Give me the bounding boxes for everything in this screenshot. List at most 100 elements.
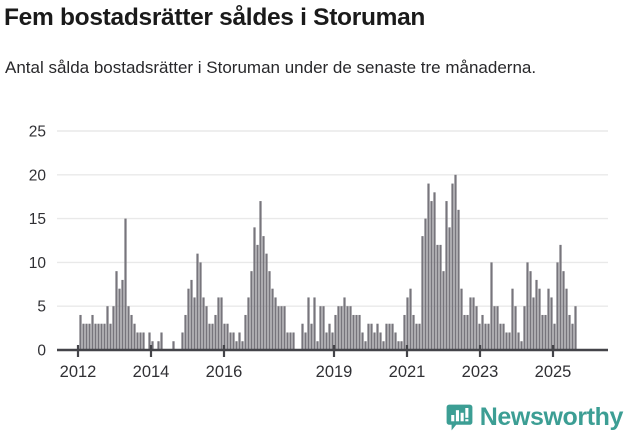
bar [343, 297, 346, 350]
page-title: Fem bostadsrätter såldes i Storuman [4, 4, 426, 31]
bar [202, 297, 205, 350]
bar [160, 332, 163, 350]
bar [220, 297, 223, 350]
bar [280, 306, 283, 350]
bar [427, 183, 430, 350]
bar [457, 209, 460, 350]
bar [268, 271, 271, 350]
y-axis-tick-label: 15 [29, 211, 46, 228]
bar-chart: 0 5 10 15 20 25 2012 2014 2016 2019 2021 2023 2025 [0, 118, 631, 380]
bar [436, 244, 439, 350]
bar [334, 314, 337, 350]
bar [241, 341, 244, 350]
bar [121, 279, 124, 350]
bar [385, 323, 388, 350]
bar [94, 323, 97, 350]
bar [181, 332, 184, 350]
bar [472, 297, 475, 350]
bar [253, 227, 256, 350]
bar [244, 314, 247, 350]
bar [502, 323, 505, 350]
bar [139, 332, 142, 350]
bar [442, 271, 445, 350]
x-axis-tick-label: 2025 [535, 363, 572, 380]
bar [406, 297, 409, 350]
bar [562, 271, 565, 350]
bar [109, 323, 112, 350]
bar [82, 323, 85, 350]
bar [211, 323, 214, 350]
bar [391, 323, 394, 350]
x-axis-tick-label: 2023 [462, 363, 499, 380]
bar [226, 323, 229, 350]
bar [559, 244, 562, 350]
bar [262, 236, 265, 350]
bar [478, 323, 481, 350]
bar [424, 218, 427, 350]
bar [466, 314, 469, 350]
bar [328, 323, 331, 350]
bar [250, 271, 253, 350]
bar [451, 183, 454, 350]
bar [541, 314, 544, 350]
bar [448, 227, 451, 350]
bar [460, 288, 463, 350]
bars-group [79, 174, 577, 350]
bar [103, 323, 106, 350]
bar [475, 306, 478, 350]
bar [118, 288, 121, 350]
bar [499, 323, 502, 350]
bar [511, 288, 514, 350]
y-axis-tick-label: 0 [37, 343, 46, 360]
y-axis-tick-label: 5 [37, 299, 46, 316]
bar [229, 332, 232, 350]
bar [247, 297, 250, 350]
bar [190, 279, 193, 350]
bar [187, 288, 190, 350]
bar [265, 253, 268, 350]
bar [124, 218, 127, 350]
y-axis-tick-label: 10 [29, 255, 47, 272]
bar [493, 306, 496, 350]
bar [376, 323, 379, 350]
bar [112, 306, 115, 350]
bar [184, 314, 187, 350]
bar [286, 332, 289, 350]
y-axis-tick-label: 20 [29, 167, 47, 184]
bar [379, 332, 382, 350]
bar [547, 288, 550, 350]
x-axis-tick-label: 2016 [206, 363, 243, 380]
bar [349, 306, 352, 350]
bar [136, 332, 139, 350]
page-subtitle: Antal sålda bostadsrätter i Storuman und… [5, 58, 537, 77]
newsworthy-logo: Newsworthy [446, 404, 623, 431]
bar [313, 297, 316, 350]
bar [310, 323, 313, 350]
bar [550, 297, 553, 350]
bar [373, 332, 376, 350]
bar [412, 314, 415, 350]
bar [571, 323, 574, 350]
bar [148, 332, 151, 350]
bar [322, 306, 325, 350]
bar [418, 323, 421, 350]
bar [289, 332, 292, 350]
bar-chart-speech-bubble-icon [446, 404, 473, 431]
bar [130, 314, 133, 350]
bar [355, 314, 358, 350]
x-axis-tick-label: 2014 [133, 363, 170, 380]
bar [127, 306, 130, 350]
bar [574, 306, 577, 350]
y-axis-tick-label: 25 [29, 124, 46, 141]
bar [496, 306, 499, 350]
bar [367, 323, 370, 350]
bar [232, 332, 235, 350]
bar [433, 192, 436, 350]
bar [133, 323, 136, 350]
bar [238, 332, 241, 350]
bar [403, 314, 406, 350]
bar [271, 288, 274, 350]
chart-footer: Newsworthy [0, 398, 631, 439]
bar [556, 262, 559, 350]
